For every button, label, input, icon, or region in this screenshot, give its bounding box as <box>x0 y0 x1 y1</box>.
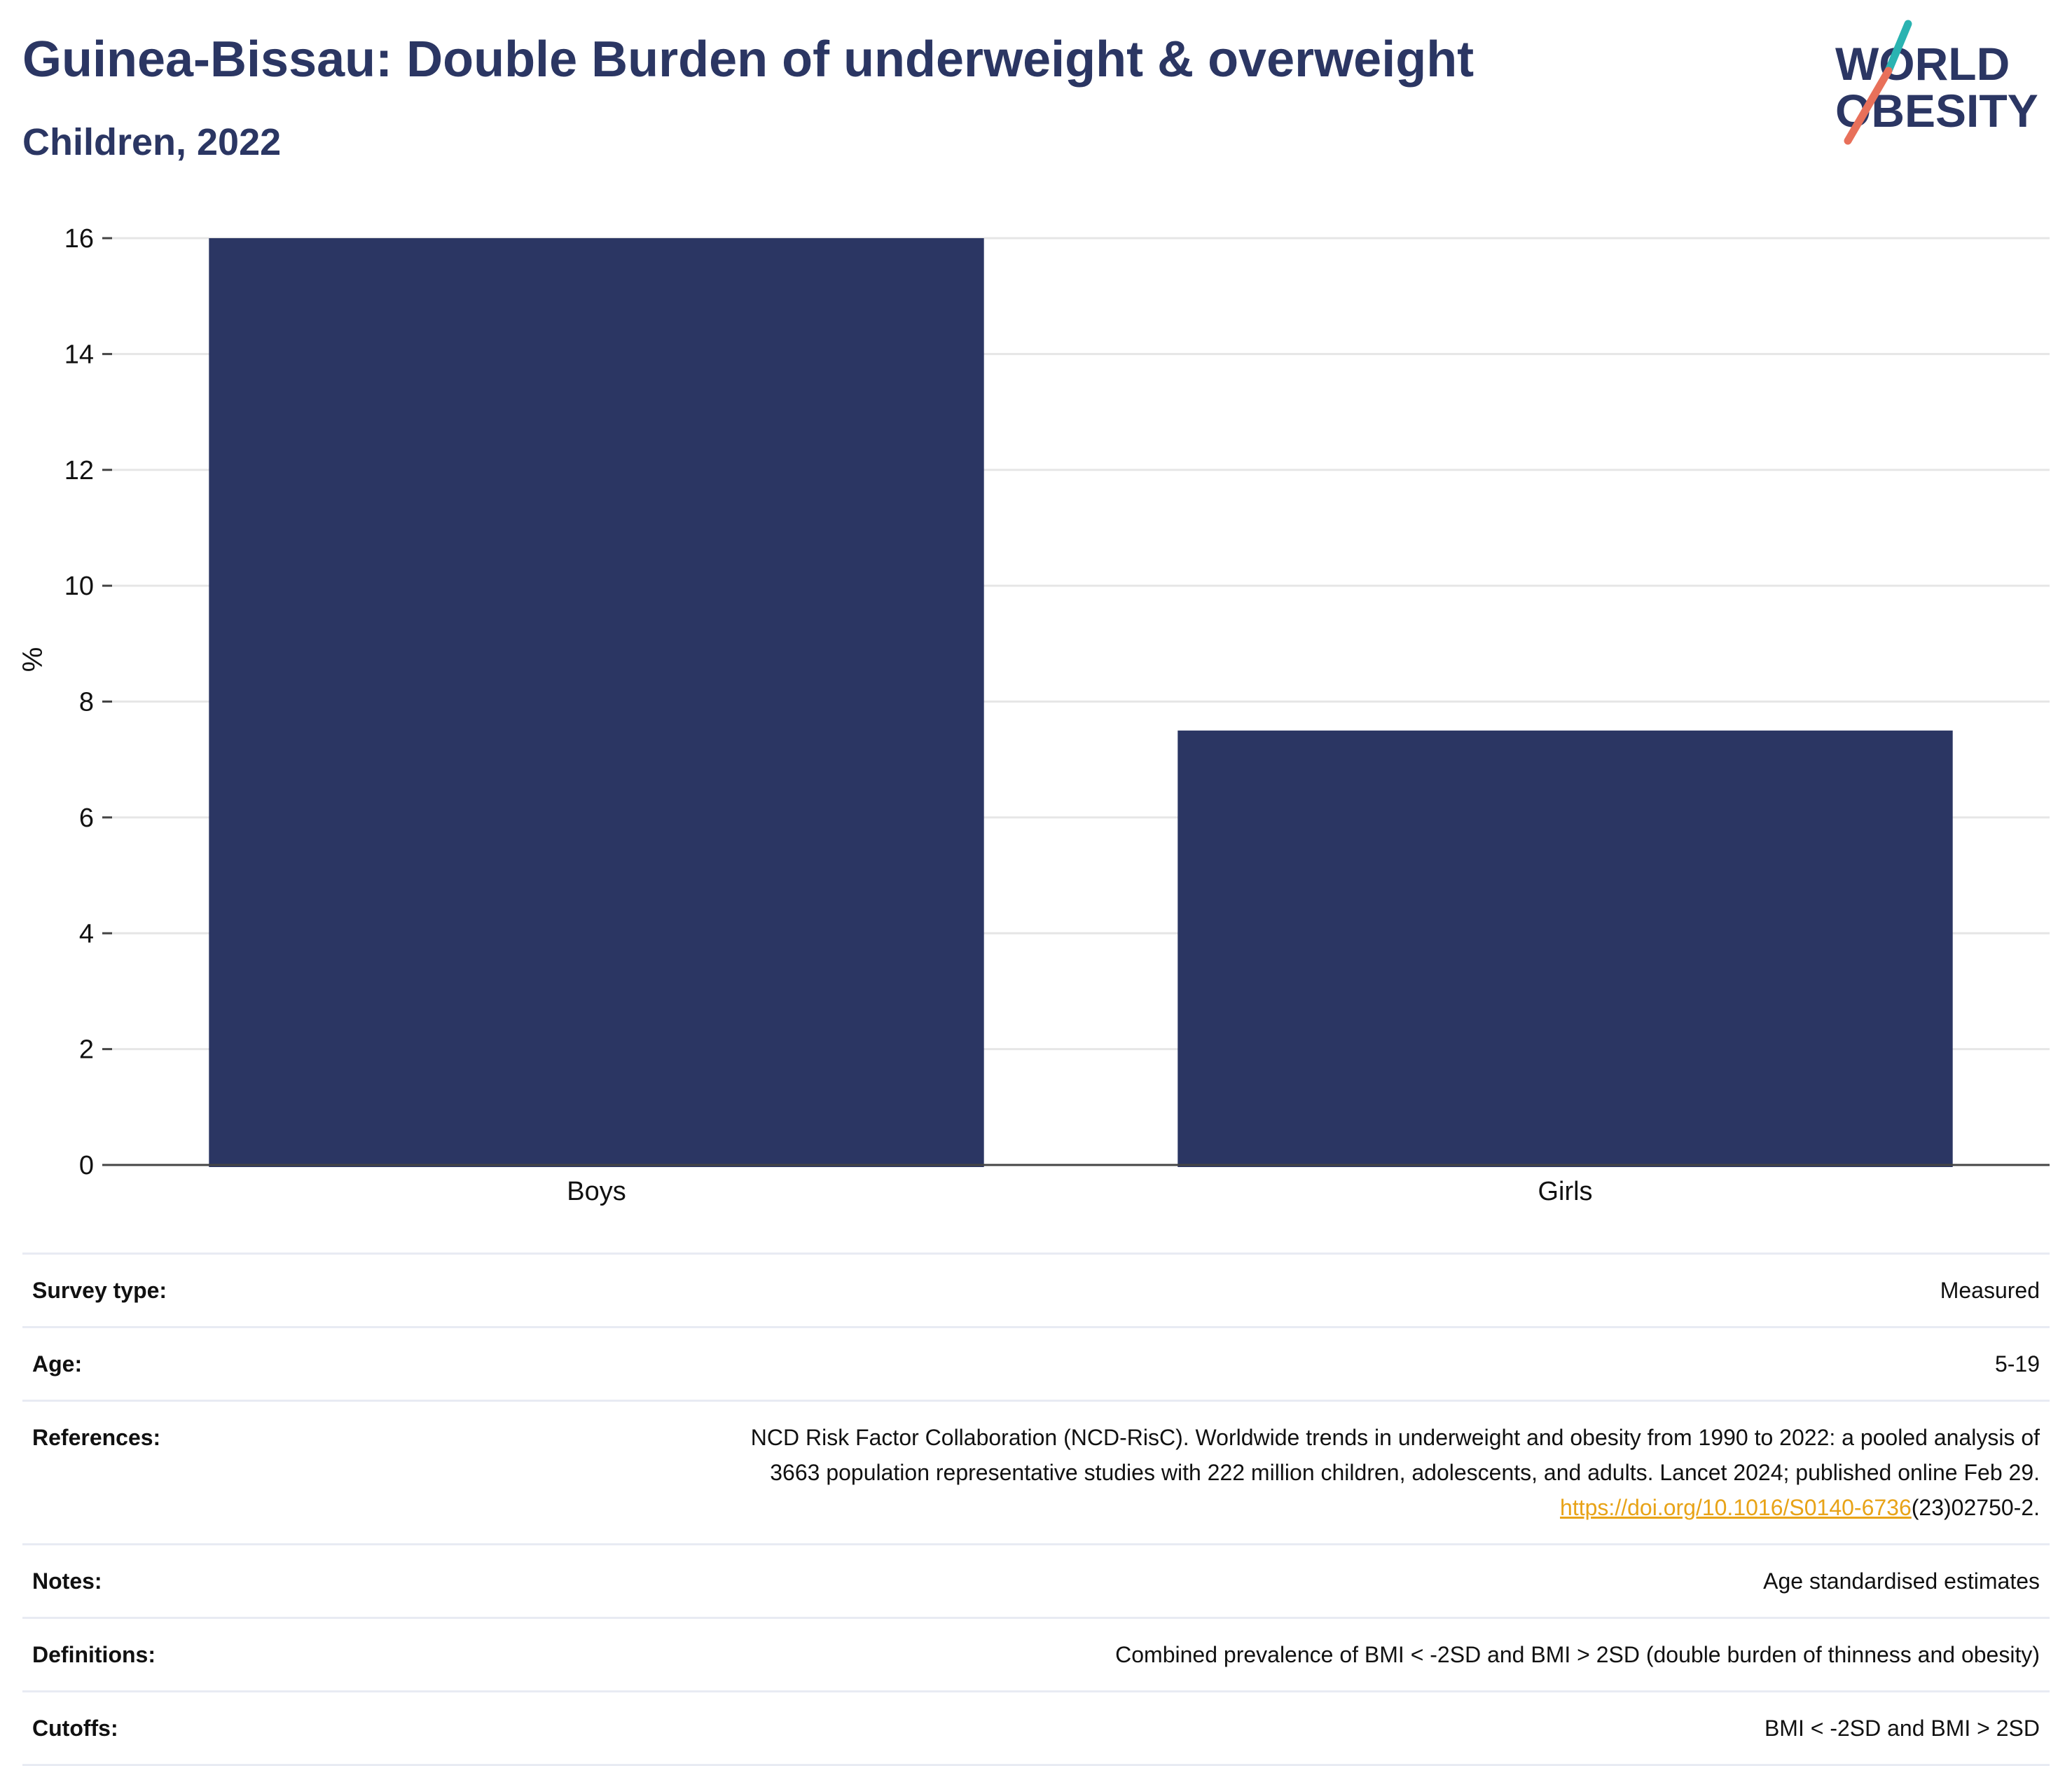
meta-row-references: References: NCD Risk Factor Collaboratio… <box>22 1402 2050 1545</box>
world-obesity-logo: WORLD OBESITY <box>1835 20 2038 145</box>
meta-label: References: <box>32 1425 161 1450</box>
y-tick-label: 6 <box>79 803 94 833</box>
meta-value: Measured <box>1940 1278 2040 1303</box>
bar-chart: 0 2 4 6 8 10 12 14 16 Boys Girls % <box>18 224 2050 1206</box>
meta-value: BMI < -2SD and BMI > 2SD <box>1764 1716 2040 1741</box>
meta-value: Combined prevalence of BMI < -2SD and BM… <box>1115 1642 2040 1667</box>
bar-boys <box>209 238 984 1167</box>
meta-value: Age standardised estimates <box>1763 1568 2040 1594</box>
meta-label: Age: <box>32 1351 83 1377</box>
y-tick-label: 0 <box>79 1151 94 1180</box>
x-tick-label: Boys <box>567 1177 626 1206</box>
reference-line-1: NCD Risk Factor Collaboration (NCD-RisC)… <box>750 1425 2040 1450</box>
doi-suffix: (23)02750-2. <box>1911 1495 2040 1520</box>
meta-label: Notes: <box>32 1568 102 1594</box>
logo-slash-top <box>1884 20 1912 75</box>
meta-label: Cutoffs: <box>32 1716 118 1741</box>
bar-girls <box>1177 730 1953 1167</box>
metadata-table: Survey type: Measured Age: 5-19 Referenc… <box>22 1253 2050 1766</box>
meta-label: Survey type: <box>32 1278 167 1303</box>
meta-label: Definitions: <box>32 1642 156 1667</box>
x-tick-label: Girls <box>1538 1177 1592 1206</box>
meta-row-notes: Notes: Age standardised estimates <box>22 1545 2050 1619</box>
logo-word-world: WORLD <box>1835 38 2010 90</box>
meta-value: 5-19 <box>1994 1351 2040 1377</box>
y-tick-label: 10 <box>64 572 94 601</box>
meta-row-survey-type: Survey type: Measured <box>22 1255 2050 1328</box>
y-tick-label: 14 <box>64 340 94 369</box>
y-tick-label: 4 <box>79 919 94 948</box>
reference-line-2: 3663 population representative studies w… <box>770 1460 2040 1485</box>
meta-row-definitions: Definitions: Combined prevalence of BMI … <box>22 1619 2050 1692</box>
y-tick-label: 2 <box>79 1035 94 1065</box>
y-tick-labels: 0 2 4 6 8 10 12 14 16 <box>64 224 112 1180</box>
y-tick-label: 16 <box>64 224 94 254</box>
bars <box>209 238 1953 1167</box>
meta-row-cutoffs: Cutoffs: BMI < -2SD and BMI > 2SD <box>22 1692 2050 1766</box>
x-tick-labels: Boys Girls <box>567 1177 1592 1206</box>
meta-row-age: Age: 5-19 <box>22 1328 2050 1402</box>
doi-link[interactable]: https://doi.org/10.1016/S0140-6736 <box>1560 1495 1912 1520</box>
logo-slash-bottom <box>1844 67 1893 145</box>
y-axis-label: % <box>18 647 48 672</box>
y-tick-label: 8 <box>79 688 94 717</box>
y-tick-label: 12 <box>64 456 94 485</box>
meta-value-references: NCD Risk Factor Collaboration (NCD-RisC)… <box>160 1420 2040 1525</box>
chart-subtitle: Children, 2022 <box>22 121 282 163</box>
chart-title: Guinea-Bissau: Double Burden of underwei… <box>22 32 1474 88</box>
